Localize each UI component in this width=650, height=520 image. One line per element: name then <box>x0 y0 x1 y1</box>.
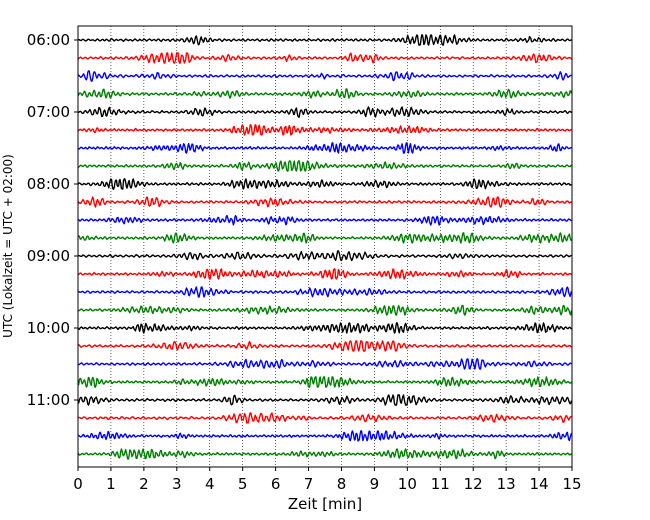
y-tick-label-2: 08:00 <box>27 175 70 193</box>
trace-row-0730 <box>77 142 572 154</box>
x-tick-label-3: 3 <box>172 475 182 493</box>
trace-row-1030 <box>77 358 572 370</box>
trace-row-0830 <box>77 215 572 226</box>
y-axis-ticks: 06:00 07:00 08:00 09:00 10:00 11:00 <box>27 31 78 409</box>
plot-area-frame <box>77 25 573 468</box>
x-tick-label-4: 4 <box>205 475 215 493</box>
y-tick-label-5: 11:00 <box>27 391 70 409</box>
trace-row-0945 <box>77 304 573 316</box>
trace-row-0645 <box>77 88 573 99</box>
x-tick-label-2: 2 <box>139 475 149 493</box>
x-tick-label-15: 15 <box>562 475 581 493</box>
x-tick-label-10: 10 <box>398 475 417 493</box>
trace-row-1000 <box>77 322 573 334</box>
x-tick-label-8: 8 <box>337 475 347 493</box>
y-tick-label-0: 06:00 <box>27 31 70 49</box>
y-axis-label: UTC (Lokalzeit = UTC + 02:00) <box>1 154 15 338</box>
x-tick-label-9: 9 <box>370 475 380 493</box>
x-tick-label-1: 1 <box>106 475 116 493</box>
trace-row-1045 <box>77 376 573 388</box>
y-tick-label-1: 07:00 <box>27 103 70 121</box>
trace-row-1130 <box>77 430 573 442</box>
x-tick-label-14: 14 <box>530 475 549 493</box>
trace-row-0800 <box>77 178 573 190</box>
trace-row-0900 <box>77 250 572 262</box>
trace-row-0630 <box>77 70 572 82</box>
y-tick-label-3: 09:00 <box>27 247 70 265</box>
trace-row-1015 <box>77 340 572 352</box>
trace-row-0700 <box>77 106 573 118</box>
trace-row-1100 <box>77 394 573 406</box>
x-tick-label-6: 6 <box>271 475 281 493</box>
trace-row-0745 <box>77 160 572 172</box>
x-axis-ticks: 0 1 2 3 4 5 6 7 8 9 10 11 12 13 14 15 <box>73 467 582 493</box>
x-axis-label: Zeit [min] <box>288 495 362 513</box>
trace-row-0845 <box>77 232 573 244</box>
x-tick-label-13: 13 <box>497 475 516 493</box>
x-tick-label-7: 7 <box>304 475 314 493</box>
trace-row-0930 <box>77 286 573 298</box>
x-tick-label-11: 11 <box>431 475 450 493</box>
x-tick-label-12: 12 <box>464 475 483 493</box>
trace-row-0915 <box>77 268 572 280</box>
trace-row-0815 <box>77 196 572 208</box>
trace-row-1145 <box>77 448 573 460</box>
trace-row-0600 <box>77 34 572 46</box>
x-tick-label-0: 0 <box>73 475 83 493</box>
trace-row-0715 <box>77 124 572 136</box>
trace-row-0615 <box>77 52 573 64</box>
y-tick-label-4: 10:00 <box>27 319 70 337</box>
trace-lines <box>77 34 573 460</box>
x-tick-label-5: 5 <box>238 475 248 493</box>
trace-row-1115 <box>77 412 572 424</box>
